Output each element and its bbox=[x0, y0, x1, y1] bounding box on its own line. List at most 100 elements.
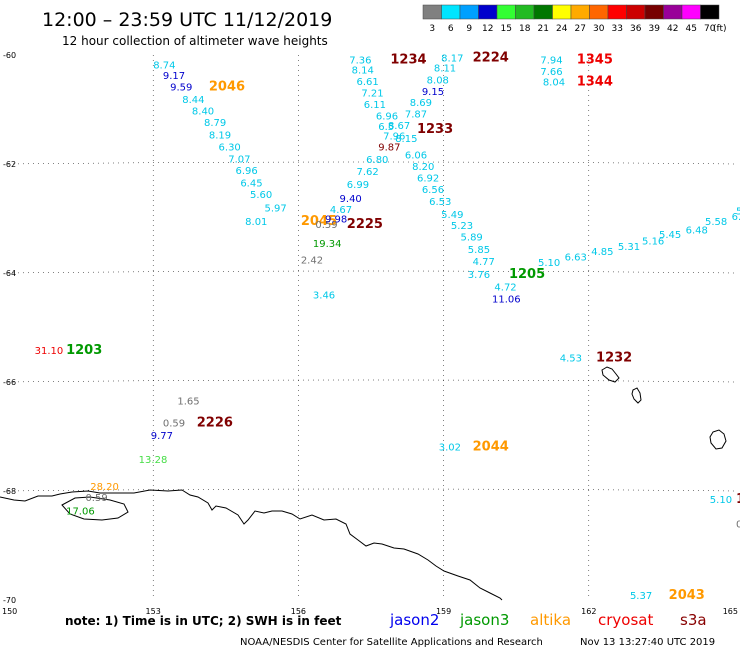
pass-time-label: 2043 bbox=[669, 588, 705, 603]
wave-height-label: 7.87 bbox=[405, 109, 427, 120]
island-3 bbox=[709, 429, 727, 450]
wave-height-label: 4.53 bbox=[560, 353, 582, 364]
legend-label: 21 bbox=[538, 24, 549, 34]
legend-label: 12 bbox=[482, 24, 493, 34]
wave-height-label: 6.56 bbox=[422, 185, 444, 196]
wave-height-label: 6.99 bbox=[347, 180, 369, 191]
footer-generated: Nov 13 13:27:40 UTC 2019 bbox=[580, 637, 715, 648]
footer-credit: NOAA/NESDIS Center for Satellite Applica… bbox=[240, 637, 543, 648]
pass-time-label: 1232 bbox=[596, 350, 632, 365]
legend-label: 18 bbox=[519, 24, 531, 34]
wave-height-label: 9.17 bbox=[163, 71, 185, 82]
wave-height-label: 1.65 bbox=[177, 397, 199, 408]
legend-swatch bbox=[589, 4, 609, 20]
parallel-line bbox=[7, 270, 735, 274]
wave-height-label: 8.69 bbox=[410, 98, 432, 109]
wave-height-label: 6.48 bbox=[686, 225, 708, 236]
lat-tick-label: -64 bbox=[3, 269, 16, 278]
parallel-line bbox=[7, 379, 735, 383]
lat-tick-label: -60 bbox=[3, 51, 16, 60]
wave-height-label: 9.59 bbox=[170, 83, 192, 94]
wave-height-label: 31.10 bbox=[35, 346, 64, 357]
pass-time-label: 1203 bbox=[66, 343, 102, 358]
wave-height-label: 8.11 bbox=[434, 64, 456, 75]
legend-swatch bbox=[607, 4, 627, 20]
lat-tick-label: -70 bbox=[3, 596, 16, 605]
wave-height-label: 28.20 bbox=[90, 482, 119, 493]
wave-height-label: 9.15 bbox=[422, 87, 444, 98]
coastline bbox=[0, 366, 727, 601]
wave-height-label: 7.94 bbox=[540, 55, 562, 66]
lon-tick-label: 162 bbox=[581, 607, 596, 616]
satellite-legend: jason2 jason3 altika cryosat s3a bbox=[389, 611, 707, 629]
wave-height-label: 0.59 bbox=[736, 520, 740, 531]
lon-tick-label: 159 bbox=[436, 607, 451, 616]
wave-height-label: 7.96 bbox=[383, 132, 405, 143]
legend-label: 42 bbox=[667, 24, 678, 34]
wave-height-label: 9.40 bbox=[340, 194, 362, 205]
wave-height-label: 3.76 bbox=[468, 270, 490, 281]
wave-height-label: 8.79 bbox=[204, 118, 226, 129]
wave-height-label: 4.67 bbox=[330, 205, 352, 216]
wave-height-label: 7.62 bbox=[356, 167, 378, 178]
wave-height-label: 6.30 bbox=[219, 143, 241, 154]
pass-time-label: 2044 bbox=[473, 439, 509, 454]
wave-height-label: 6.61 bbox=[356, 77, 378, 88]
lat-tick-label: -66 bbox=[3, 378, 16, 387]
wave-height-label: 8.08 bbox=[427, 76, 449, 87]
wave-height-label: 7.66 bbox=[540, 67, 562, 78]
legend-swatch bbox=[422, 4, 442, 20]
lon-tick-label: 165 bbox=[723, 607, 738, 616]
pass-time-label: 2045 bbox=[301, 214, 337, 229]
wave-height-label: 6.45 bbox=[240, 179, 262, 190]
wave-height-label: 5.37 bbox=[630, 591, 652, 602]
wave-height-label: 8.19 bbox=[209, 131, 231, 142]
wave-height-label: 8.01 bbox=[245, 217, 267, 228]
wave-height-label: 6.92 bbox=[417, 174, 439, 185]
wave-height-label: 5.85 bbox=[468, 245, 490, 256]
legend-swatch bbox=[570, 4, 590, 20]
lon-tick-label: 150 bbox=[2, 607, 17, 616]
wave-height-label: 6.63 bbox=[565, 253, 587, 264]
legend-label: 9 bbox=[466, 24, 472, 34]
pass-time-label: 1205 bbox=[509, 267, 545, 282]
pass-time-label: 2224 bbox=[473, 51, 509, 66]
wave-height-label: 7.07 bbox=[228, 155, 250, 166]
wave-observations: 8.749.179.59 2046 8.448.408.79 8.196.307.07… bbox=[35, 51, 740, 603]
wave-height-label: 5.23 bbox=[451, 221, 473, 232]
legend-label: 27 bbox=[575, 24, 586, 34]
satellite-name-s3a: s3a bbox=[680, 611, 707, 629]
axis-labels: -60 -62 -64 -66 -68 -70 150 153 156 159 162 165 bbox=[2, 51, 738, 616]
legend-swatch bbox=[441, 4, 461, 20]
legend-swatch bbox=[644, 4, 664, 20]
legend-unit: (ft) bbox=[713, 24, 727, 34]
wave-height-color-legend: 3 6 9 12 15 18 21 24 27 30 33 36 39 42 45 70 bbox=[422, 4, 720, 34]
wave-height-label: 17.06 bbox=[66, 507, 95, 518]
pass-time-label: 1344 bbox=[577, 75, 613, 90]
pass-time-label: 1233 bbox=[417, 122, 453, 137]
wave-height-label: 6.53 bbox=[429, 197, 451, 208]
wave-height-label: 8.74 bbox=[153, 60, 175, 71]
wave-height-label: 9.77 bbox=[151, 431, 173, 442]
wave-height-label: 5.16 bbox=[642, 236, 664, 247]
pass-time-label: 1234 bbox=[390, 52, 426, 67]
wave-height-label: 8.44 bbox=[182, 95, 204, 106]
wave-height-label: 5.46 bbox=[736, 206, 740, 217]
legend-swatch bbox=[515, 4, 535, 20]
wave-height-label: 4.85 bbox=[591, 247, 613, 258]
wave-height-label: 8.04 bbox=[543, 78, 565, 89]
legend-label: 70 bbox=[704, 24, 716, 34]
wave-height-label: 4.77 bbox=[473, 257, 495, 268]
wave-height-label: 5.10 bbox=[710, 495, 732, 506]
legend-swatch bbox=[459, 4, 479, 20]
wave-height-label: 8.67 bbox=[388, 121, 410, 132]
legend-label: 36 bbox=[630, 24, 642, 34]
wave-height-label: 5.89 bbox=[461, 232, 483, 243]
wave-height-label: 5.49 bbox=[441, 210, 463, 221]
pass-time-label: 1345 bbox=[577, 52, 613, 67]
legend-label: 30 bbox=[593, 24, 605, 34]
legend-swatch bbox=[700, 4, 720, 20]
legend-label: 6 bbox=[448, 24, 454, 34]
wave-height-label: 9.98 bbox=[325, 215, 347, 226]
